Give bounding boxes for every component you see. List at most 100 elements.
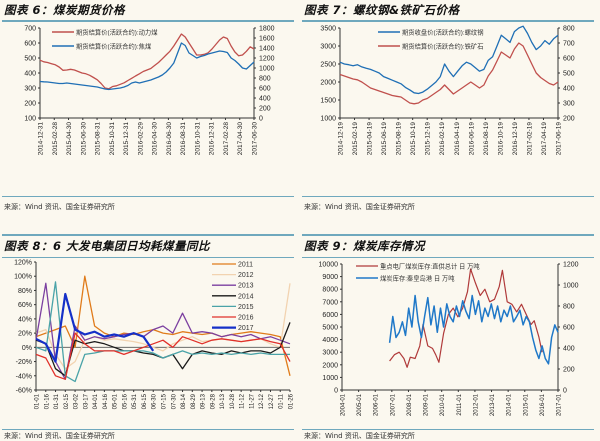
- y-tick-label-left: 0: [334, 388, 338, 395]
- series-line-coking-coal: [39, 42, 255, 91]
- x-tick-label: 2015-12-31: [123, 122, 130, 156]
- x-tick-label: 09-13: [201, 393, 207, 409]
- x-tick-label: 2016-12-31: [209, 122, 216, 156]
- y-tick-label-left: 4000: [322, 337, 338, 344]
- x-tick-label: 06-15: [142, 393, 148, 409]
- x-tick-label: 2015-10-19: [410, 122, 417, 156]
- x-tick-label: 2014-12-31: [38, 122, 45, 156]
- source-note: 来源：Wind 资讯、国金证券研究所: [304, 432, 415, 440]
- y-tick-label-right: 600: [563, 56, 575, 63]
- x-tick-label: 2017-02-19: [526, 122, 533, 156]
- title-rule: [2, 257, 294, 258]
- series-line-thermal-coal: [39, 33, 255, 90]
- legend-label: 2014: [238, 293, 254, 300]
- x-tick-label: 01-31: [54, 393, 60, 409]
- x-tick-label: 2015-06-30: [80, 122, 87, 156]
- source-note: 来源：Wind 资讯、国金证券研究所: [304, 203, 415, 211]
- legend-label: 重点电厂煤炭库存:直供总计 日 万吨: [380, 262, 480, 271]
- x-tick-label: 2015-10-31: [109, 122, 116, 156]
- y-tick-label-left: 0%: [22, 345, 32, 352]
- legend-label: 2013: [238, 283, 254, 290]
- y-tick-label-left: 2000: [320, 80, 336, 87]
- source-rule: [2, 196, 294, 197]
- x-tick-label: 2014-12-19: [338, 122, 345, 156]
- x-tick-label: 2015-06-19: [381, 122, 388, 156]
- chart-fig7: 3500 3000 2500 2000 1500 1000 800 700 600 500 400 3…: [320, 26, 575, 156]
- y-tick-label-right: 1000: [563, 283, 579, 290]
- x-tick-label: 07-15: [162, 393, 168, 409]
- y-tick-label-right: 1000: [259, 66, 275, 73]
- y-tick-label-right: 1800: [259, 26, 275, 33]
- x-tick-label: 2016-06-19: [468, 122, 475, 156]
- x-tick-label: 08-14: [181, 393, 187, 409]
- x-tick-label: 2017-04-19: [541, 122, 548, 156]
- x-tick-label: 2014-01: [507, 393, 513, 416]
- legend-label: 煤炭库存:秦皇岛港 日 万吨: [380, 274, 455, 283]
- source-rule: [302, 196, 594, 197]
- x-tick-label: 2016-10-31: [194, 122, 201, 156]
- y-tick-label-right: 600: [259, 86, 271, 93]
- y-tick-label-left: 9000: [322, 274, 338, 281]
- y-tick-label-left: 400: [24, 71, 36, 78]
- x-tick-label: 12-27: [269, 393, 275, 409]
- y-tick-label-right: 500: [563, 71, 575, 78]
- y-tick-label-right: 0: [563, 388, 567, 395]
- chart-fig6: 700 600 500 400 300 200 100 1800 1600 1400 1200 100…: [24, 26, 275, 156]
- source-note: 来源：Wind 资讯、国金证券研究所: [4, 203, 115, 211]
- x-tick-label: 2015-04-19: [367, 122, 374, 156]
- x-tick-label: 2015-12-19: [425, 122, 432, 156]
- x-tick-label: 2016-10-19: [497, 122, 504, 156]
- y-tick-label-left: 40%: [18, 316, 32, 323]
- x-tick-label: 01-16: [44, 393, 50, 409]
- y-tick-label-right: 0: [259, 116, 263, 123]
- x-tick-label: 2007-01: [390, 393, 396, 416]
- y-tick-label-right: 1400: [259, 46, 275, 53]
- y-tick-label-left: 3000: [320, 44, 336, 51]
- y-tick-label-left: 100%: [14, 274, 32, 281]
- y-tick-label-left: 500: [24, 56, 36, 63]
- y-tick-label-left: -40%: [16, 373, 32, 380]
- x-tick-label: 04-01: [93, 393, 99, 409]
- y-tick-label-right: 800: [259, 76, 271, 83]
- x-tick-label: 2017-04-30: [237, 122, 244, 156]
- legend-label: 2012: [238, 272, 254, 279]
- x-tick-label: 2015-01: [523, 393, 529, 416]
- x-tick-label: 04-16: [103, 393, 109, 409]
- y-tick-label-right: 200: [259, 106, 271, 113]
- x-tick-label: 01-26: [289, 393, 295, 409]
- y-tick-label-right: 200: [563, 367, 575, 374]
- series-line-2017: [35, 292, 155, 363]
- y-tick-label-left: 7000: [322, 299, 338, 306]
- x-tick-label: 2006-01: [374, 393, 380, 416]
- legend-label: 2017: [238, 325, 254, 332]
- y-tick-label-right: 700: [563, 41, 575, 48]
- x-tick-label: 2016-08-19: [483, 122, 490, 156]
- y-tick-label-left: 2500: [320, 62, 336, 69]
- source-note: 来源：Wind 资讯、国金证券研究所: [4, 432, 115, 440]
- series-line-qinhuangdao-inventory: [388, 294, 559, 365]
- y-tick-label-right: 800: [563, 26, 575, 33]
- y-tick-label-left: 2000: [322, 362, 338, 369]
- x-tick-label: 03-02: [74, 393, 80, 409]
- y-tick-label-left: 1000: [322, 375, 338, 382]
- x-tick-label: 2017-06-19: [556, 122, 563, 156]
- x-tick-label: 05-31: [132, 393, 138, 409]
- title-rule: [302, 257, 594, 258]
- y-tick-label-left: 20%: [18, 331, 32, 338]
- x-tick-label: 2013-01: [490, 393, 496, 416]
- x-tick-label: 2005-01: [357, 393, 363, 416]
- x-tick-label: 2016-06-30: [166, 122, 173, 156]
- legend-label: 期货结算价(活跃合约):铁矿石: [402, 42, 484, 51]
- x-tick-label: 2015-08-31: [95, 122, 102, 156]
- x-tick-label: 01-11: [279, 393, 285, 409]
- x-tick-label: 2012-01: [473, 393, 479, 416]
- y-tick-label-right: 1600: [259, 36, 275, 43]
- x-tick-label: 2015-04-30: [66, 122, 73, 156]
- y-tick-label-right: 400: [563, 346, 575, 353]
- legend-label: 2015: [238, 304, 254, 311]
- title-rule-top: [2, 234, 294, 236]
- chart-title: 图表 8：6 大发电集团日均耗煤量同比: [4, 239, 211, 253]
- legend-label: 期货收盘价(活跃合约):螺纹钢: [402, 28, 484, 37]
- series-line-2015: [35, 281, 290, 383]
- x-tick-label: 2016-04-19: [454, 122, 461, 156]
